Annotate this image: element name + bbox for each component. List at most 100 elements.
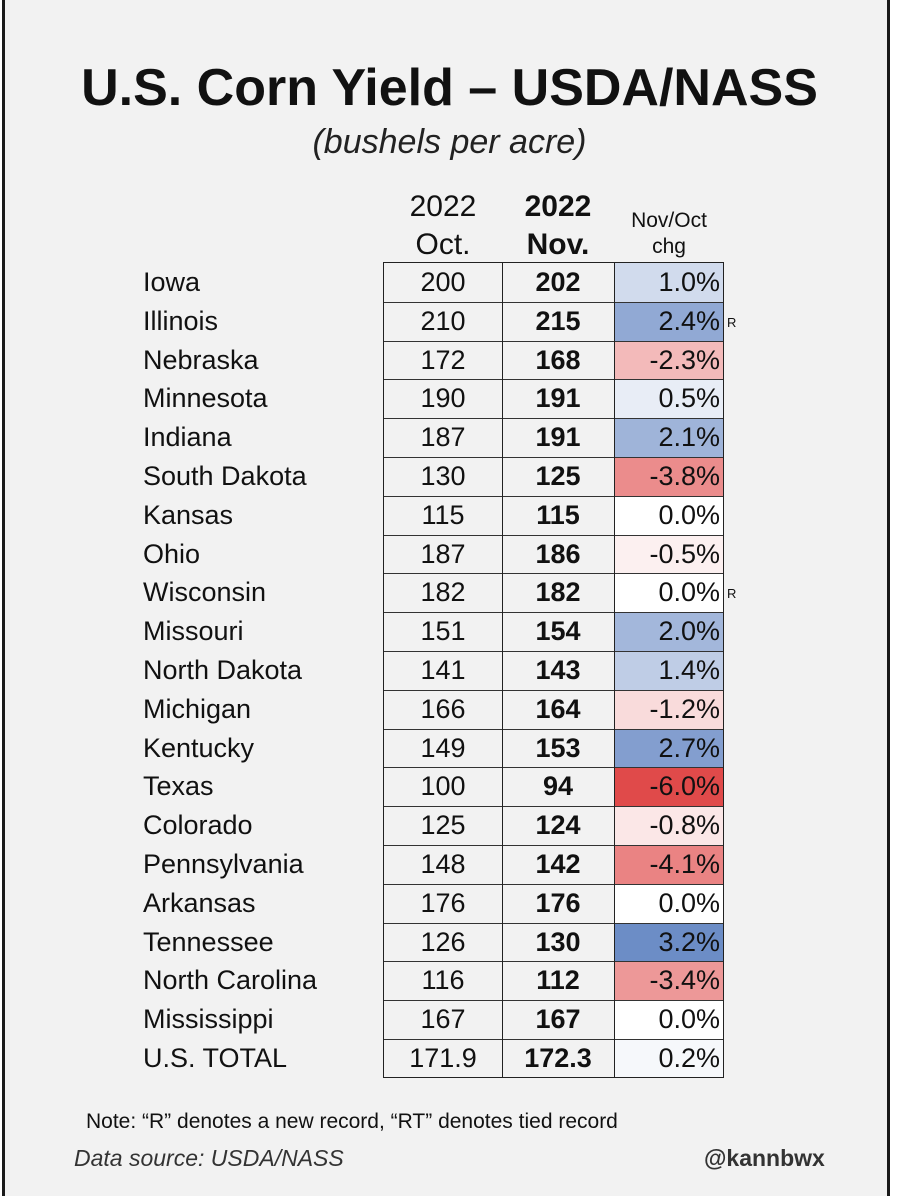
row-nov-value: 130 (535, 926, 581, 957)
row-oct-value: 130 (420, 461, 466, 491)
chart-title: U.S. Corn Yield – USDA/NASS (81, 59, 818, 117)
row-state-name: Mississippi (143, 1004, 274, 1035)
row-oct-value: 187 (420, 422, 466, 453)
row-divider (383, 729, 724, 730)
column-header-change: Nov/Oct chg (614, 208, 724, 260)
row-change-value: -1.2% (614, 689, 724, 729)
row-divider (383, 806, 724, 807)
row-oct-value: 151 (420, 616, 466, 647)
row-divider (383, 302, 724, 303)
record-marker: R (727, 586, 737, 602)
row-divider (383, 690, 724, 691)
row-oct-value: 167 (420, 1004, 466, 1035)
column-header-change-line2: chg (652, 235, 686, 258)
row-nov-value: 215 (535, 305, 581, 336)
row-oct-value: 172 (420, 344, 466, 375)
record-marker: R (727, 314, 737, 330)
row-nov-value: 191 (535, 422, 581, 453)
row-change-value: -0.8% (614, 806, 724, 845)
row-divider (383, 651, 724, 652)
column-header-nov-label: Nov. (526, 228, 590, 261)
row-state-name: Minnesota (143, 383, 268, 414)
row-oct-value: 126 (420, 926, 466, 957)
row-change-value: -3.8% (614, 457, 724, 496)
row-oct-value: 200 (420, 267, 466, 297)
row-nov-value: 182 (535, 577, 581, 608)
row-state-name: Iowa (143, 267, 201, 297)
row-nov-value: 172.3 (524, 1043, 592, 1073)
row-change-value: -4.1% (614, 845, 724, 884)
row-nov-value: 115 (536, 499, 580, 530)
row-oct-value: 116 (421, 965, 465, 996)
row-state-name: U.S. TOTAL (143, 1043, 288, 1073)
row-divider (383, 1000, 724, 1001)
row-nov-value: 143 (535, 655, 581, 685)
row-oct-value: 148 (420, 849, 466, 879)
row-state-name: Kansas (143, 499, 234, 530)
row-state-name: Tennessee (143, 926, 274, 957)
row-change-value: -6.0% (614, 767, 724, 807)
row-oct-value: 115 (421, 499, 465, 530)
row-nov-value: 186 (535, 538, 581, 569)
row-divider (383, 845, 724, 846)
column-divider-nov-chg (614, 262, 615, 1078)
data-source: Data source: USDA/NASS (74, 1145, 344, 1171)
column-header-nov-year: 2022 (524, 190, 592, 223)
row-change-value: 0.0% (614, 1000, 724, 1039)
row-change-value: 1.0% (614, 263, 724, 302)
row-nov-value: 154 (535, 616, 581, 647)
row-nov-value: 164 (535, 693, 581, 724)
row-nov-value: 168 (535, 344, 581, 375)
row-oct-value: 166 (420, 693, 466, 724)
row-oct-value: 176 (420, 887, 466, 918)
column-header-oct: 2022 Oct. (384, 188, 502, 264)
row-oct-value: 190 (420, 383, 466, 414)
footnote: Note: “R” denotes a new record, “RT” den… (86, 1110, 618, 1133)
row-change-value: -2.3% (614, 340, 724, 380)
row-state-name: Arkansas (143, 887, 256, 918)
row-divider (383, 884, 724, 885)
row-state-name: Wisconsin (143, 577, 267, 608)
row-change-value: 0.5% (614, 379, 724, 419)
row-nov-value: 125 (535, 461, 581, 491)
row-state-name: Texas (143, 771, 214, 802)
column-header-oct-label: Oct. (415, 228, 471, 261)
row-nov-value: 153 (535, 732, 581, 763)
row-change-value: 1.4% (614, 651, 724, 690)
row-oct-value: 210 (420, 305, 466, 336)
row-state-name: Kentucky (143, 732, 255, 763)
row-change-value: 0.2% (614, 1039, 724, 1078)
row-state-name: Nebraska (143, 344, 259, 375)
row-nov-value: 94 (542, 771, 574, 802)
row-divider (383, 573, 724, 574)
column-header-nov: 2022 Nov. (502, 188, 614, 264)
row-oct-value: 171.9 (409, 1043, 477, 1073)
row-oct-value: 100 (420, 771, 466, 802)
row-oct-value: 182 (420, 577, 466, 608)
row-oct-value: 149 (420, 732, 466, 763)
row-oct-value: 141 (420, 655, 466, 685)
chart-subtitle: (bushels per acre) (312, 123, 587, 161)
row-divider (383, 961, 724, 962)
column-header-change-line1: Nov/Oct (631, 209, 707, 232)
row-state-name: Ohio (143, 538, 201, 569)
row-nov-value: 176 (535, 887, 581, 918)
row-divider (383, 496, 724, 497)
row-nov-value: 124 (535, 810, 581, 841)
row-change-value: 2.7% (614, 728, 724, 768)
row-state-name: South Dakota (143, 461, 307, 491)
row-divider (383, 923, 724, 924)
row-state-name: Indiana (143, 422, 232, 453)
row-change-value: 2.0% (614, 612, 724, 651)
row-nov-value: 142 (535, 849, 581, 879)
row-change-value: 3.2% (614, 922, 724, 962)
row-change-value: 0.0% (614, 883, 724, 923)
row-divider (383, 379, 724, 380)
row-state-name: North Dakota (143, 655, 303, 685)
row-change-value: 0.0% (614, 573, 724, 613)
row-divider (383, 341, 724, 342)
row-nov-value: 191 (535, 383, 581, 414)
row-nov-value: 202 (535, 267, 581, 297)
row-divider (383, 767, 724, 768)
author-handle: @kannbwx (704, 1145, 825, 1171)
